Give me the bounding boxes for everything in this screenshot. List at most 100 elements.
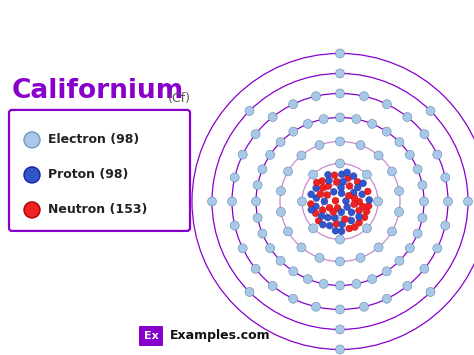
Circle shape [289, 100, 298, 109]
Circle shape [360, 180, 366, 187]
Circle shape [350, 173, 357, 180]
Circle shape [348, 217, 355, 224]
Circle shape [336, 345, 345, 354]
Circle shape [433, 244, 442, 253]
Circle shape [360, 302, 368, 311]
Circle shape [326, 177, 332, 184]
Circle shape [351, 201, 357, 208]
Circle shape [321, 198, 328, 205]
Circle shape [276, 207, 285, 217]
Circle shape [325, 171, 331, 178]
Circle shape [289, 127, 298, 136]
Circle shape [336, 179, 345, 188]
Circle shape [336, 305, 345, 314]
Circle shape [319, 178, 326, 185]
Circle shape [362, 224, 371, 233]
Circle shape [336, 325, 345, 334]
Circle shape [230, 173, 239, 182]
Circle shape [364, 188, 371, 195]
Circle shape [420, 264, 429, 273]
Circle shape [405, 150, 414, 159]
Circle shape [336, 137, 345, 146]
Circle shape [352, 279, 361, 288]
Circle shape [426, 106, 435, 115]
Circle shape [366, 196, 373, 203]
Circle shape [289, 294, 298, 303]
Circle shape [336, 49, 345, 58]
Circle shape [253, 181, 262, 190]
Circle shape [420, 130, 429, 138]
Circle shape [359, 191, 365, 198]
Circle shape [319, 115, 328, 124]
Circle shape [368, 274, 377, 284]
Circle shape [318, 213, 325, 220]
Circle shape [307, 201, 314, 207]
Circle shape [319, 279, 328, 288]
Circle shape [228, 197, 237, 206]
Text: (Cf): (Cf) [168, 92, 191, 105]
Circle shape [309, 224, 318, 233]
Circle shape [374, 151, 383, 160]
Circle shape [313, 195, 320, 202]
Circle shape [252, 197, 261, 206]
Circle shape [251, 264, 260, 273]
Circle shape [336, 257, 345, 266]
Text: ATOMIC STRUCTURE OF CALIFORNIUM: ATOMIC STRUCTURE OF CALIFORNIUM [59, 15, 415, 33]
Circle shape [283, 167, 292, 176]
Circle shape [298, 197, 307, 206]
Circle shape [403, 282, 412, 290]
Circle shape [24, 167, 40, 183]
Circle shape [395, 138, 404, 147]
Circle shape [344, 169, 351, 176]
Circle shape [382, 267, 391, 276]
Circle shape [319, 207, 326, 214]
Circle shape [387, 227, 396, 236]
Circle shape [330, 208, 337, 215]
Circle shape [336, 235, 345, 244]
Circle shape [356, 219, 363, 226]
Circle shape [258, 229, 267, 238]
Circle shape [419, 197, 428, 206]
Circle shape [338, 221, 346, 228]
Circle shape [303, 274, 312, 284]
Text: Proton (98): Proton (98) [48, 168, 128, 181]
Circle shape [330, 188, 337, 195]
Circle shape [311, 92, 320, 101]
Circle shape [332, 197, 339, 204]
Text: Ex: Ex [144, 331, 158, 341]
Circle shape [289, 267, 298, 276]
Circle shape [348, 209, 355, 216]
Circle shape [365, 202, 372, 209]
Circle shape [312, 210, 319, 217]
Circle shape [338, 228, 345, 235]
Circle shape [418, 181, 427, 190]
Circle shape [374, 243, 383, 252]
Circle shape [405, 244, 414, 253]
Circle shape [346, 225, 353, 232]
Circle shape [336, 159, 345, 168]
Circle shape [403, 113, 412, 121]
Circle shape [336, 89, 345, 98]
Circle shape [356, 213, 363, 220]
Circle shape [354, 184, 361, 191]
Circle shape [319, 221, 326, 228]
Circle shape [418, 213, 427, 222]
Text: Californium: Californium [12, 78, 184, 104]
Circle shape [331, 172, 338, 179]
Circle shape [351, 224, 358, 231]
Circle shape [338, 209, 345, 215]
Circle shape [342, 197, 349, 204]
Circle shape [238, 244, 247, 253]
Circle shape [283, 227, 292, 236]
Circle shape [315, 217, 322, 224]
Circle shape [354, 178, 361, 185]
Circle shape [338, 190, 345, 197]
Circle shape [312, 203, 319, 210]
Circle shape [331, 214, 338, 221]
Circle shape [356, 253, 365, 262]
Text: Examples.com: Examples.com [170, 329, 270, 343]
Circle shape [315, 253, 324, 262]
Circle shape [433, 150, 442, 159]
Circle shape [333, 220, 340, 227]
Circle shape [238, 150, 247, 159]
